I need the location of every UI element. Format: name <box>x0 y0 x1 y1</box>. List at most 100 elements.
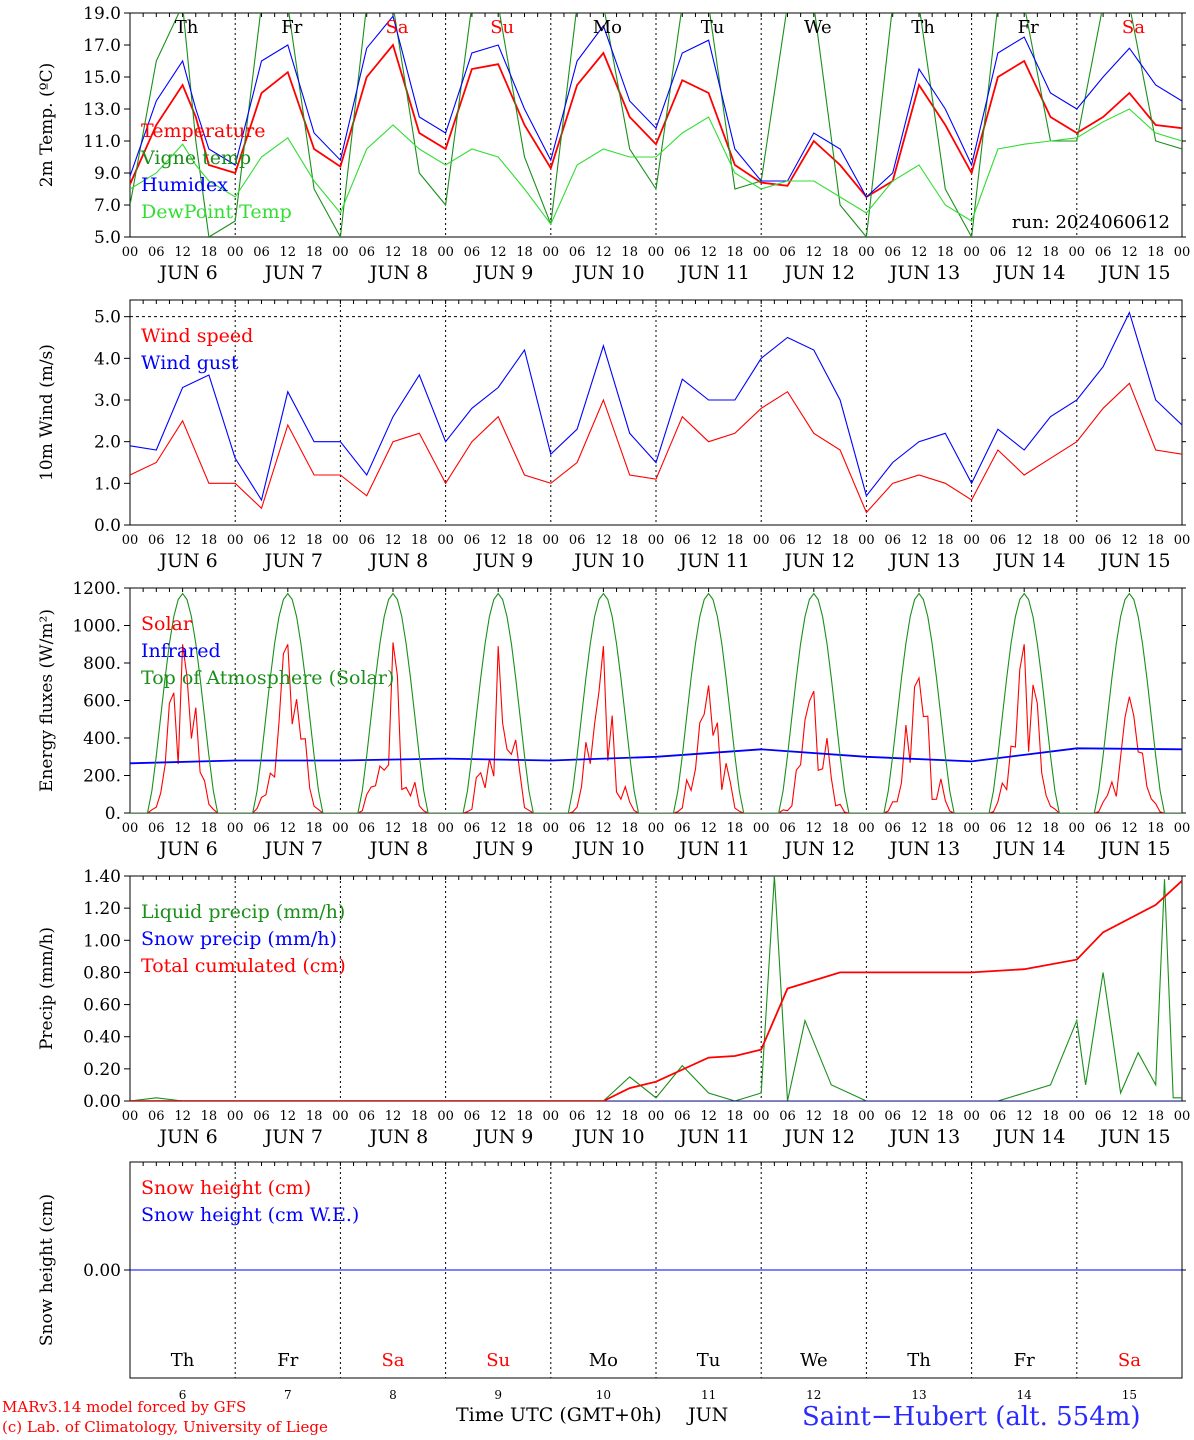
date-label: JUN 10 <box>572 1126 644 1148</box>
hour-tick-label: 18 <box>1042 1109 1059 1124</box>
hour-tick-label: 18 <box>201 1109 218 1124</box>
hour-tick-label: 18 <box>516 821 533 836</box>
hour-tick-label: 12 <box>1121 1109 1138 1124</box>
date-label: JUN 13 <box>888 1126 960 1148</box>
hour-tick-label: 18 <box>516 1109 533 1124</box>
hour-tick-label: 06 <box>674 1109 691 1124</box>
weekday-label: Fr <box>281 17 302 38</box>
hour-tick-label: 12 <box>490 821 507 836</box>
hour-tick-label: 18 <box>411 1109 428 1124</box>
date-label: JUN 9 <box>473 550 533 572</box>
hour-tick-label: 18 <box>1042 245 1059 260</box>
hour-tick-label: 06 <box>569 1109 586 1124</box>
date-label: JUN 9 <box>473 838 533 860</box>
y-tick-label: 4.0 <box>94 349 121 369</box>
hour-tick-label: 12 <box>911 245 928 260</box>
legend-entry: Total cumulated (cm) <box>141 955 346 977</box>
hour-tick-label: 00 <box>753 245 770 260</box>
hour-tick-label: 12 <box>174 821 191 836</box>
hour-tick-label: 00 <box>1069 1109 1086 1124</box>
series-line <box>130 592 1182 813</box>
hour-tick-label: 06 <box>464 821 481 836</box>
hour-tick-label: 18 <box>937 533 954 548</box>
bottom-date-label: 6 <box>179 1388 187 1402</box>
hour-tick-label: 12 <box>1016 245 1033 260</box>
hour-tick-label: 00 <box>1069 533 1086 548</box>
date-label: JUN 14 <box>993 550 1065 572</box>
hour-tick-label: 18 <box>727 821 744 836</box>
legend-entry: Snow precip (mm/h) <box>141 928 337 950</box>
hour-tick-label: 12 <box>280 821 297 836</box>
hour-tick-label: 18 <box>1147 821 1164 836</box>
hour-tick-label: 06 <box>990 533 1007 548</box>
hour-tick-label: 00 <box>648 1109 665 1124</box>
hour-tick-label: 18 <box>832 821 849 836</box>
weekday-label: Sa <box>1122 17 1145 38</box>
hour-tick-label: 00 <box>1174 1109 1191 1124</box>
legend-entry: Temperature <box>141 120 265 142</box>
date-label: JUN 15 <box>1098 838 1170 860</box>
month-label: JUN <box>688 1404 729 1426</box>
hour-tick-label: 18 <box>201 821 218 836</box>
hour-tick-label: 12 <box>700 821 717 836</box>
date-label: JUN 9 <box>473 1126 533 1148</box>
hour-tick-label: 18 <box>727 245 744 260</box>
y-tick-label: 800. <box>83 654 121 674</box>
hour-tick-label: 18 <box>937 1109 954 1124</box>
hour-tick-label: 00 <box>648 821 665 836</box>
hour-tick-label: 06 <box>253 821 270 836</box>
model-credit: MARv3.14 model forced by GFS <box>2 1398 247 1416</box>
y-tick-label: 1.0 <box>94 474 121 494</box>
panel-1: 5.0 7.0 9.0 11.0 13.0 15.0 17.0 19.0 2m Temp. (º… <box>37 4 1190 284</box>
bottom-weekday-label: Tu <box>697 1350 721 1371</box>
y-tick-label: 0.00 <box>83 1092 121 1112</box>
hour-tick-label: 18 <box>621 1109 638 1124</box>
hour-tick-label: 00 <box>227 533 244 548</box>
date-label: JUN 11 <box>677 262 749 284</box>
hour-tick-label: 06 <box>358 245 375 260</box>
y-tick-label: 2.0 <box>94 433 121 453</box>
hour-tick-label: 12 <box>806 245 823 260</box>
hour-tick-label: 12 <box>700 533 717 548</box>
date-label: JUN 7 <box>263 838 323 860</box>
hour-tick-label: 00 <box>332 245 349 260</box>
date-label: JUN 15 <box>1098 1126 1170 1148</box>
hour-tick-label: 00 <box>122 245 139 260</box>
y-axis-label: Snow height (cm) <box>37 1194 57 1346</box>
hour-tick-label: 00 <box>858 821 875 836</box>
y-axis-label: Energy fluxes (W/m²) <box>37 609 57 792</box>
hour-tick-label: 00 <box>963 1109 980 1124</box>
run-label: run: 2024060612 <box>1012 212 1170 233</box>
date-label: JUN 11 <box>677 550 749 572</box>
hour-tick-label: 18 <box>621 821 638 836</box>
hour-tick-label: 12 <box>1016 1109 1033 1124</box>
hour-tick-label: 18 <box>621 245 638 260</box>
hour-tick-label: 00 <box>963 245 980 260</box>
y-tick-label: 1.40 <box>83 867 121 887</box>
hour-tick-label: 00 <box>543 533 560 548</box>
hour-tick-label: 12 <box>1016 821 1033 836</box>
hour-tick-label: 18 <box>621 533 638 548</box>
hour-tick-label: 06 <box>358 1109 375 1124</box>
hour-tick-label: 06 <box>253 533 270 548</box>
y-tick-label: 1.00 <box>83 931 121 951</box>
date-label: JUN 12 <box>783 838 855 860</box>
hour-tick-label: 18 <box>306 821 323 836</box>
hour-tick-label: 00 <box>543 1109 560 1124</box>
y-tick-label: 19.0 <box>83 4 121 24</box>
panel-2: 0.0 1.0 2.0 3.0 4.0 5.0 10m Wind (m/s) Wind spe… <box>37 299 1190 572</box>
bottom-date-label: 10 <box>596 1388 611 1402</box>
hour-tick-label: 18 <box>516 533 533 548</box>
hour-tick-label: 12 <box>385 821 402 836</box>
hour-tick-label: 06 <box>674 821 691 836</box>
bottom-weekday-label: Th <box>907 1350 931 1371</box>
hour-tick-label: 06 <box>884 1109 901 1124</box>
hour-tick-label: 12 <box>595 245 612 260</box>
hour-tick-label: 06 <box>1095 533 1112 548</box>
hour-tick-label: 06 <box>1095 821 1112 836</box>
hour-tick-label: 12 <box>174 533 191 548</box>
date-label: JUN 15 <box>1098 262 1170 284</box>
legend-entry: Humidex <box>141 174 228 196</box>
hour-tick-label: 00 <box>1069 821 1086 836</box>
time-axis-label: Time UTC (GMT+0h) <box>456 1404 662 1426</box>
